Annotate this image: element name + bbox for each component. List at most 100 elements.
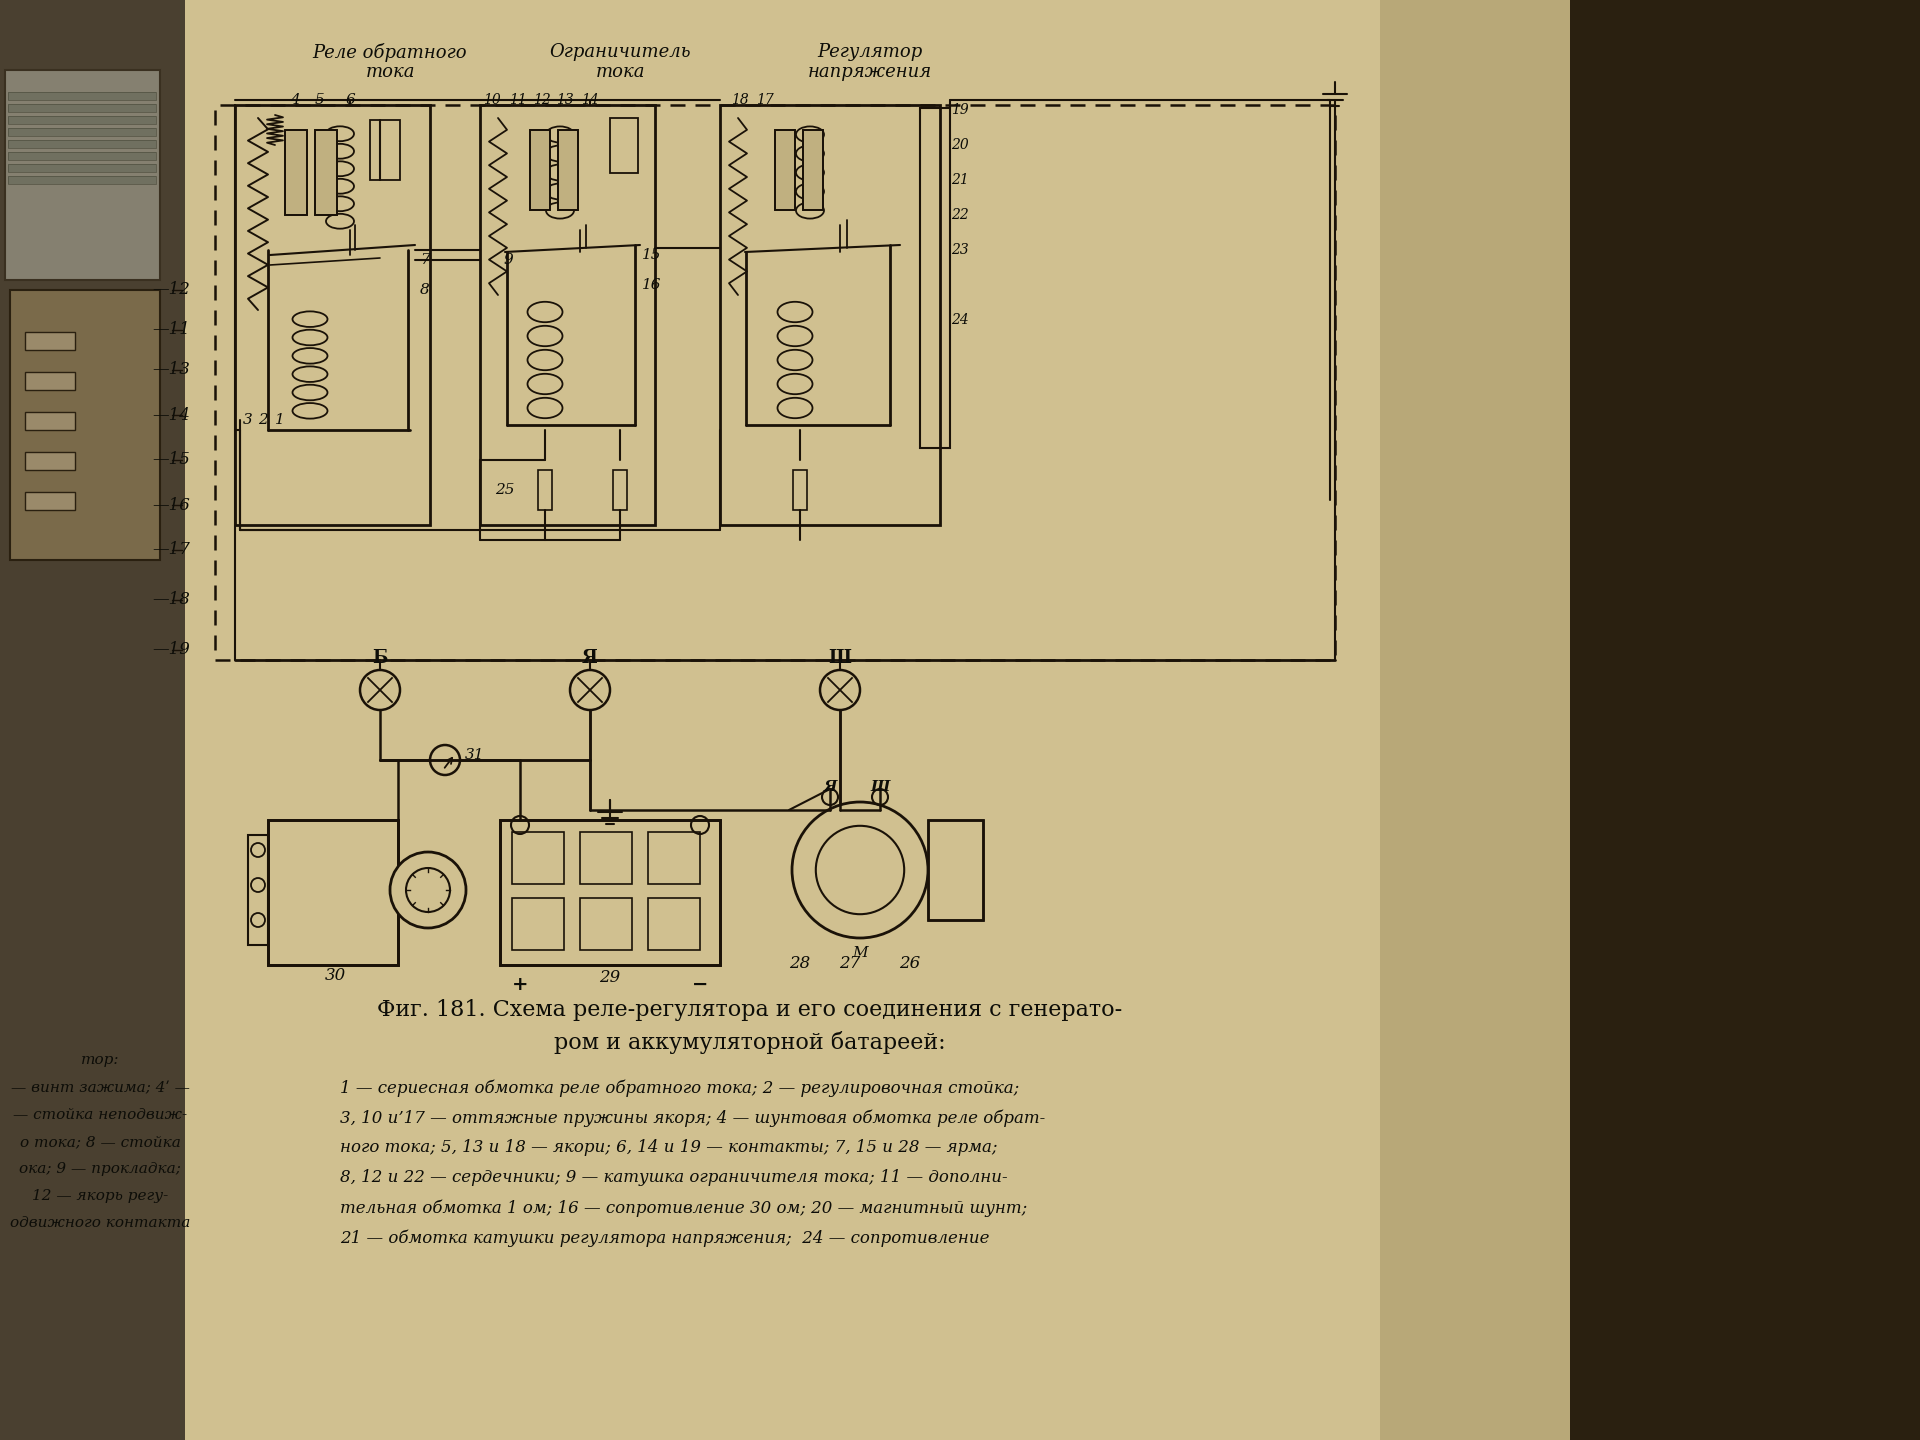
Text: 19: 19 (950, 104, 970, 117)
Text: тор:: тор: (81, 1053, 119, 1067)
Bar (8, 176, 156, 184)
Bar (513, 899, 564, 950)
Text: 3: 3 (244, 413, 253, 428)
Text: ром и аккумуляторной батареей:: ром и аккумуляторной батареей: (555, 1031, 947, 1054)
Bar (234, 105, 430, 526)
Text: — винт зажима; 4ʹ —: — винт зажима; 4ʹ — (12, 1081, 190, 1094)
Bar (8, 92, 156, 99)
Text: ного тока; 5, 13 и 18 — якори; 6, 14 и 19 — контакты; 7, 15 и 28 — ярма;: ного тока; 5, 13 и 18 — якори; 6, 14 и 1… (340, 1139, 998, 1156)
Bar (927, 819, 983, 920)
Bar (499, 819, 720, 965)
Bar (803, 130, 824, 210)
Text: 23: 23 (950, 243, 970, 256)
Text: —17: —17 (152, 541, 190, 559)
Bar (776, 130, 795, 210)
Text: 11: 11 (509, 94, 526, 107)
Text: —11: —11 (152, 321, 190, 338)
Text: —13: —13 (152, 361, 190, 379)
Bar (371, 120, 399, 180)
Text: Фиг. 181. Схема реле-регулятора и его соединения с генерато-: Фиг. 181. Схема реле-регулятора и его со… (378, 999, 1123, 1021)
Bar (8, 128, 156, 135)
Bar (720, 105, 941, 526)
Text: М: М (852, 946, 868, 960)
Text: 18: 18 (732, 94, 749, 107)
Bar (499, 819, 720, 965)
Text: 26: 26 (899, 955, 920, 972)
Bar (25, 372, 75, 390)
Bar (649, 899, 701, 950)
Text: одвижного контакта: одвижного контакта (10, 1215, 190, 1230)
Text: 16: 16 (643, 278, 662, 292)
Text: —19: —19 (152, 641, 190, 658)
Bar (8, 117, 156, 124)
Text: о тока; 8 — стойка: о тока; 8 — стойка (19, 1135, 180, 1149)
Bar (10, 289, 159, 560)
Text: Ограничитель: Ограничитель (549, 43, 691, 60)
Text: 27: 27 (839, 955, 860, 972)
Text: Б: Б (372, 649, 388, 667)
Text: —15: —15 (152, 452, 190, 468)
Bar (513, 832, 564, 884)
Text: 21: 21 (950, 173, 970, 187)
Text: 13: 13 (557, 94, 574, 107)
Bar (803, 130, 824, 210)
Bar (315, 130, 338, 215)
Bar (0, 0, 184, 1440)
Bar (25, 333, 75, 350)
Text: −: − (691, 976, 708, 994)
Bar (248, 835, 269, 945)
Text: —18: —18 (152, 592, 190, 609)
Text: 29: 29 (599, 969, 620, 986)
Text: 8: 8 (420, 284, 430, 297)
Text: 14: 14 (582, 94, 599, 107)
Text: Ш: Ш (870, 780, 889, 793)
Text: 28: 28 (789, 955, 810, 972)
Bar (580, 899, 632, 950)
Text: 9: 9 (503, 253, 513, 266)
Circle shape (390, 852, 467, 927)
Text: 5: 5 (315, 94, 324, 107)
Text: ока; 9 — прокладка;: ока; 9 — прокладка; (19, 1162, 180, 1176)
Text: 21 — обмотка катушки регулятора напряжения;  24 — сопротивление: 21 — обмотка катушки регулятора напряжен… (340, 1230, 989, 1247)
Text: 3, 10 и’17 — оттяжные пружины якоря; 4 — шунтовая обмотка реле обрат-: 3, 10 и’17 — оттяжные пружины якоря; 4 —… (340, 1109, 1044, 1126)
Circle shape (791, 802, 927, 937)
Bar (538, 469, 553, 510)
Text: —14: —14 (152, 406, 190, 423)
Text: 24: 24 (950, 312, 970, 327)
Bar (559, 130, 578, 210)
Text: Я: Я (582, 649, 597, 667)
Text: 12 — якорь регу-: 12 — якорь регу- (33, 1189, 169, 1202)
Bar (315, 130, 338, 215)
Text: +: + (513, 976, 528, 994)
Bar (776, 130, 795, 210)
Bar (1571, 0, 1920, 1440)
Text: 10: 10 (484, 94, 501, 107)
Text: Я: Я (824, 780, 837, 793)
Text: тока: тока (365, 63, 415, 81)
Text: 4: 4 (290, 94, 300, 107)
Bar (269, 819, 397, 965)
Bar (25, 492, 75, 510)
Text: —12: —12 (152, 281, 190, 298)
Bar (8, 153, 156, 160)
Bar (269, 819, 397, 965)
Bar (1380, 0, 1571, 1440)
Bar (10, 289, 159, 560)
Text: 25: 25 (495, 482, 515, 497)
Bar (530, 130, 549, 210)
Text: 6: 6 (346, 94, 355, 107)
Text: тока: тока (595, 63, 645, 81)
Bar (649, 832, 701, 884)
Bar (611, 118, 637, 173)
Text: Регулятор: Регулятор (818, 43, 924, 60)
Text: напряжения: напряжения (808, 63, 931, 81)
Bar (927, 819, 983, 920)
Text: 1 — сериесная обмотка реле обратного тока; 2 — регулировочная стойка;: 1 — сериесная обмотка реле обратного ток… (340, 1079, 1020, 1097)
Bar (793, 469, 806, 510)
Bar (920, 108, 950, 448)
Bar (580, 832, 632, 884)
Bar (284, 130, 307, 215)
Text: —16: —16 (152, 497, 190, 514)
Bar (8, 176, 156, 184)
Text: 2: 2 (257, 413, 267, 428)
